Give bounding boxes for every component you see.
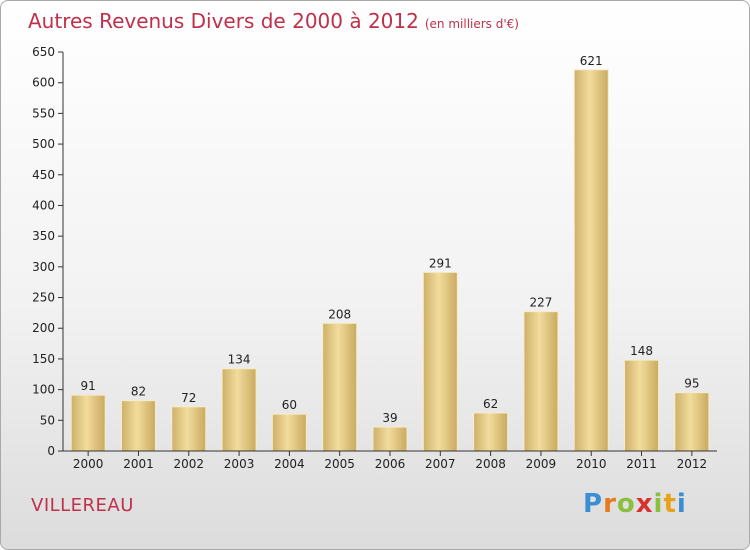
bar-2011 xyxy=(624,359,660,452)
bar-2012 xyxy=(674,392,710,452)
y-tick-label: 350 xyxy=(32,229,55,243)
data-label-2002: 72 xyxy=(181,391,196,405)
data-label-2008: 62 xyxy=(483,397,498,411)
location-label: VILLEREAU xyxy=(31,495,134,516)
y-tick-label: 400 xyxy=(32,198,55,212)
data-label-2001: 82 xyxy=(131,385,146,399)
x-tick-label-2009: 2009 xyxy=(526,457,557,471)
data-label-2009: 227 xyxy=(529,296,552,310)
x-tick-label-2005: 2005 xyxy=(324,457,355,471)
bar-2007 xyxy=(422,271,458,452)
bar-2008 xyxy=(473,412,509,452)
x-tick-label-2003: 2003 xyxy=(224,457,255,471)
logo-letter: t xyxy=(663,489,677,519)
x-tick-label-2008: 2008 xyxy=(475,457,506,471)
data-label-2011: 148 xyxy=(630,344,653,358)
logo-letter: i xyxy=(653,489,664,519)
bars: 91 82 72 134 60 208 39 291 62 227 621 148 95 xyxy=(70,54,710,452)
data-label-2005: 208 xyxy=(328,307,351,321)
chart-title-text: Autres Revenus Divers de 2000 à 2012 xyxy=(28,9,419,33)
x-tick-label-2001: 2001 xyxy=(123,457,154,471)
y-tick-label: 650 xyxy=(32,45,55,59)
x-tick-label-2002: 2002 xyxy=(173,457,204,471)
logo-letter: o xyxy=(616,489,636,519)
bar-2000 xyxy=(70,394,106,452)
bar-2003 xyxy=(221,368,257,452)
data-label-2007: 291 xyxy=(429,256,452,270)
y-tick-label: 450 xyxy=(32,168,55,182)
y-tick-label: 250 xyxy=(32,291,55,305)
x-tick-label-2004: 2004 xyxy=(274,457,305,471)
bar-2006 xyxy=(372,426,408,452)
x-tick-label-2011: 2011 xyxy=(626,457,657,471)
chart-title: Autres Revenus Divers de 2000 à 2012 (en … xyxy=(28,9,519,33)
y-tick-label: 150 xyxy=(32,352,55,366)
x-tick-label-2007: 2007 xyxy=(425,457,456,471)
bar-2002 xyxy=(171,406,207,452)
data-label-2003: 134 xyxy=(228,353,251,367)
logo-letter: i xyxy=(676,489,687,519)
y-tick-label: 50 xyxy=(40,413,55,427)
x-tick-label-2012: 2012 xyxy=(677,457,708,471)
bar-2004 xyxy=(271,413,307,452)
y-tick-label: 200 xyxy=(32,321,55,335)
y-tick-label: 600 xyxy=(32,76,55,90)
y-tick-label: 550 xyxy=(32,106,55,120)
logo-letter: x xyxy=(635,489,654,519)
proxiti-logo: Proxiti xyxy=(583,489,687,519)
y-tick-label: 100 xyxy=(32,383,55,397)
data-label-2012: 95 xyxy=(684,377,699,391)
logo-letter: r xyxy=(603,489,617,519)
logo-letter: P xyxy=(583,489,604,519)
y-tick-label: 300 xyxy=(32,260,55,274)
unit-note: (en milliers d'€) xyxy=(424,17,519,31)
x-axis: 2000 2001 2002 2003 2004 2005 2006 2007 2008 2009… xyxy=(63,450,717,471)
x-tick-label-2000: 2000 xyxy=(73,457,104,471)
y-axis: 0 50 100 150 200 250 300 350 400 450 500 550 600 650 xyxy=(32,45,64,458)
data-label-2000: 91 xyxy=(81,379,96,393)
bar-2005 xyxy=(322,322,358,452)
x-tick-label-2006: 2006 xyxy=(375,457,406,471)
y-tick-label: 0 xyxy=(47,444,55,458)
bar-2001 xyxy=(120,400,156,452)
bar-2010 xyxy=(573,69,609,452)
x-tick-label-2010: 2010 xyxy=(576,457,607,471)
data-label-2010: 621 xyxy=(580,54,603,68)
y-tick-label: 500 xyxy=(32,137,55,151)
data-label-2004: 60 xyxy=(282,398,297,412)
bar-2009 xyxy=(523,311,559,452)
data-label-2006: 39 xyxy=(382,411,397,425)
